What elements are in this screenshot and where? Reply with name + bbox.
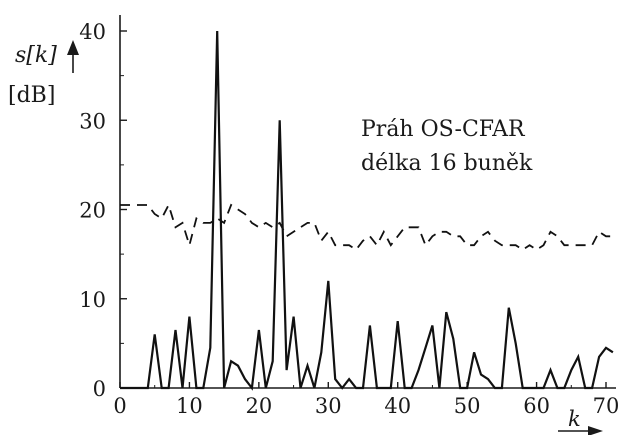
y-axis-unit-label: [dB] [8,83,55,108]
x-tick-label: 50 [454,394,481,418]
y-tick-label: 40 [79,20,106,44]
x-tick-label: 20 [245,394,272,418]
x-tick-label: 40 [384,394,411,418]
axes [119,15,616,389]
y-tick-label: 0 [93,377,106,401]
series-layer [120,30,614,391]
x-tick-label: 30 [315,394,342,418]
y-tick-label: 20 [79,199,106,223]
annotation-line-1: Práh OS-CFAR [361,117,526,142]
x-tick-label: 70 [593,394,620,418]
y-tick-label: 30 [79,109,106,133]
y-tick-label: 10 [79,288,106,312]
signal-series-line [120,30,614,391]
x-axis-label: k [568,407,581,431]
x-tick-label: 10 [176,394,203,418]
annotation-line-2: délka 16 buněk [361,151,533,176]
ticks: 0 10 20 30 40 50 60 70 0 10 20 30 40 [79,20,619,418]
x-axis-arrow-icon [558,426,603,435]
x-tick-label: 60 [523,394,550,418]
threshold-series-line [120,202,613,251]
y-axis-label: s[k] [15,43,57,68]
y-axis-arrow-icon [67,40,79,73]
x-tick-label: 0 [113,394,126,418]
